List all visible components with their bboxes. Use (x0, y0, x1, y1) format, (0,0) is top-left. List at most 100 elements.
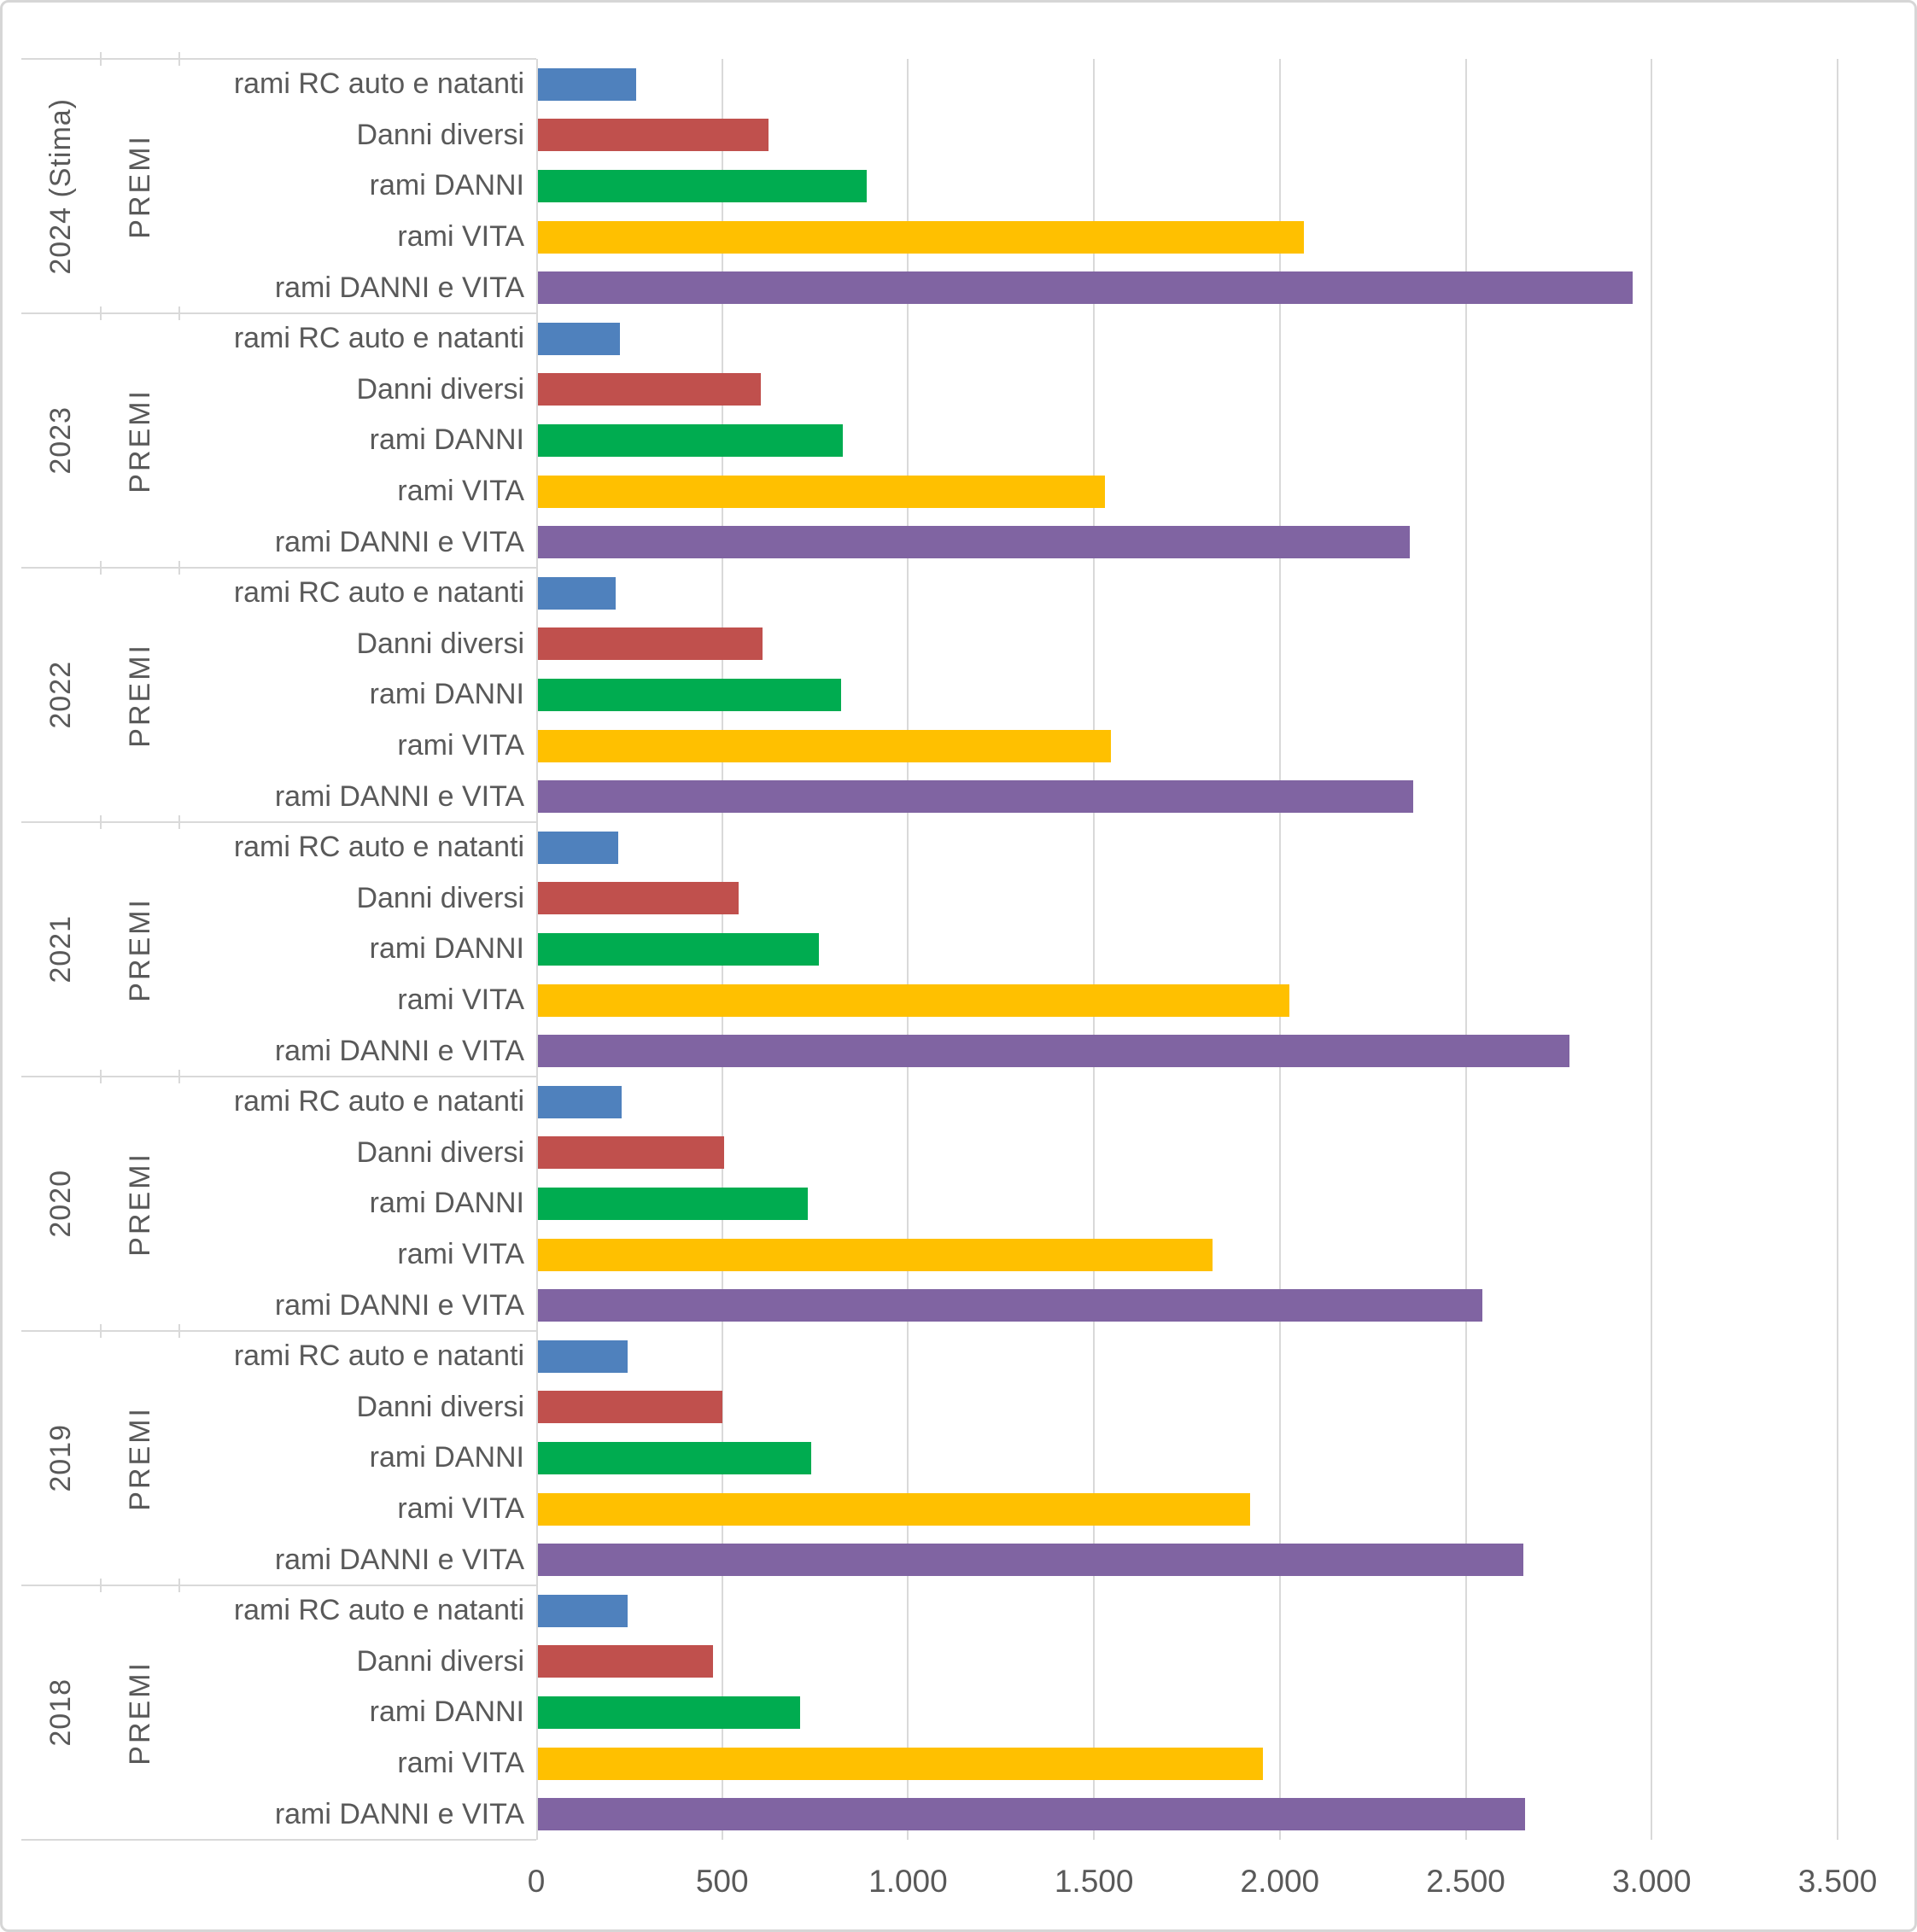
category-label: Danni diversi (356, 372, 524, 406)
axis-column-tick (178, 561, 180, 575)
bar (538, 678, 841, 711)
bar-rows: rami RC auto e natanti Danni diversi ram… (179, 59, 1902, 313)
x-axis-tick-label: 1.500 (1054, 1864, 1134, 1899)
bar-track (536, 1585, 1902, 1637)
bar (538, 831, 618, 864)
bar-track (536, 568, 1902, 619)
bar-track (536, 1483, 1902, 1535)
bar-scale (538, 721, 1839, 772)
bar-row: Danni diversi (179, 873, 1902, 925)
year-group: 2023 PREMI rami RC auto e natanti Danni … (21, 306, 1902, 568)
bar-rows: rami RC auto e natanti Danni diversi ram… (179, 1585, 1902, 1840)
bar-track (536, 771, 1902, 822)
year-groups: 2024 (Stima) PREMI rami RC auto e natant… (21, 52, 1902, 1840)
bar-track (536, 924, 1902, 975)
bar-row: rami RC auto e natanti (179, 568, 1902, 619)
bar (538, 984, 1289, 1017)
category-label: rami DANNI e VITA (274, 1797, 524, 1830)
bar-scale (538, 517, 1839, 568)
bar-row: rami DANNI e VITA (179, 262, 1902, 313)
bar (538, 1594, 628, 1627)
measure-cell: PREMI (101, 59, 179, 313)
category-label: rami DANNI e VITA (274, 1288, 524, 1322)
year-cell: 2022 (21, 568, 101, 822)
bar-track (536, 720, 1902, 772)
category-label: rami DANNI (369, 1187, 524, 1220)
bar-row: rami VITA (179, 211, 1902, 263)
bar-scale (538, 1637, 1839, 1688)
category-label: rami DANNI e VITA (274, 525, 524, 558)
measure-cell: PREMI (101, 568, 179, 822)
year-group: 2018 PREMI rami RC auto e natanti Danni … (21, 1579, 1902, 1840)
measure-label: PREMI (123, 133, 156, 239)
bar-scale (538, 568, 1839, 619)
bar-track (536, 1687, 1902, 1738)
bar-row: rami RC auto e natanti (179, 1077, 1902, 1128)
bar (538, 67, 637, 101)
axis-column-tick (100, 1324, 102, 1338)
category-label: rami DANNI (369, 678, 524, 711)
bar-track (536, 669, 1902, 721)
bar-track (536, 1025, 1902, 1077)
category-label: rami RC auto e natanti (233, 1594, 524, 1627)
bar-scale (538, 110, 1839, 161)
bar (538, 1696, 800, 1729)
year-cell: 2019 (21, 1331, 101, 1585)
axis-column-tick (178, 815, 180, 829)
bar-scale (538, 1331, 1839, 1382)
x-axis-tick-label: 3.000 (1611, 1864, 1692, 1899)
bar-track (536, 109, 1902, 161)
x-axis-tick-label: 0 (527, 1864, 546, 1899)
bar-row: Danni diversi (179, 1127, 1902, 1179)
category-axis-bottom-line (21, 1839, 536, 1841)
category-label: rami RC auto e natanti (233, 322, 524, 355)
category-label: Danni diversi (356, 1135, 524, 1169)
category-label: rami DANNI (369, 1696, 524, 1729)
bar-track (536, 1433, 1902, 1484)
bar-scale (538, 1128, 1839, 1179)
bar-row: rami VITA (179, 720, 1902, 772)
bar-track (536, 1789, 1902, 1840)
category-label: rami VITA (397, 984, 524, 1017)
category-label: rami DANNI (369, 932, 524, 966)
bar-row: rami DANNI e VITA (179, 517, 1902, 568)
bar-track (536, 313, 1902, 365)
year-group: 2020 PREMI rami RC auto e natanti Danni … (21, 1070, 1902, 1331)
bar (538, 576, 617, 610)
category-label: rami VITA (397, 220, 524, 254)
x-axis: 0 500 1.000 1.500 2.000 2.500 3.000 3.500 (528, 1864, 1878, 1906)
bar-row: rami DANNI (179, 1687, 1902, 1738)
bar (538, 119, 769, 152)
year-group: 2019 PREMI rami RC auto e natanti Danni … (21, 1324, 1902, 1585)
bar (538, 1085, 622, 1118)
measure-label: PREMI (123, 1151, 156, 1257)
measure-label: PREMI (123, 1660, 156, 1766)
bar-track (536, 262, 1902, 313)
year-cell: 2020 (21, 1077, 101, 1331)
bar (538, 1187, 808, 1220)
bar-scale (538, 822, 1839, 873)
bar-row: rami VITA (179, 1483, 1902, 1535)
bar-scale (538, 1178, 1839, 1229)
bar-track (536, 364, 1902, 416)
axis-column-tick (178, 1324, 180, 1338)
bar-track (536, 465, 1902, 517)
measure-label: PREMI (123, 388, 156, 493)
year-cell: 2023 (21, 313, 101, 568)
year-label: 2024 (Stima) (44, 97, 77, 275)
bar (538, 1136, 724, 1170)
year-label: 2019 (44, 1424, 77, 1492)
bar-row: rami DANNI (179, 1178, 1902, 1229)
bar-scale (538, 1280, 1839, 1331)
bar (538, 1645, 713, 1678)
bar-track (536, 1534, 1902, 1585)
bar-row: rami DANNI e VITA (179, 1280, 1902, 1331)
category-label: Danni diversi (356, 1644, 524, 1678)
bar (538, 729, 1111, 762)
year-group: 2021 PREMI rami RC auto e natanti Danni … (21, 815, 1902, 1077)
axis-column-tick (178, 306, 180, 320)
category-label: rami DANNI (369, 1441, 524, 1474)
axis-column-tick (178, 1579, 180, 1592)
bar (538, 322, 620, 355)
bar-track (536, 211, 1902, 263)
